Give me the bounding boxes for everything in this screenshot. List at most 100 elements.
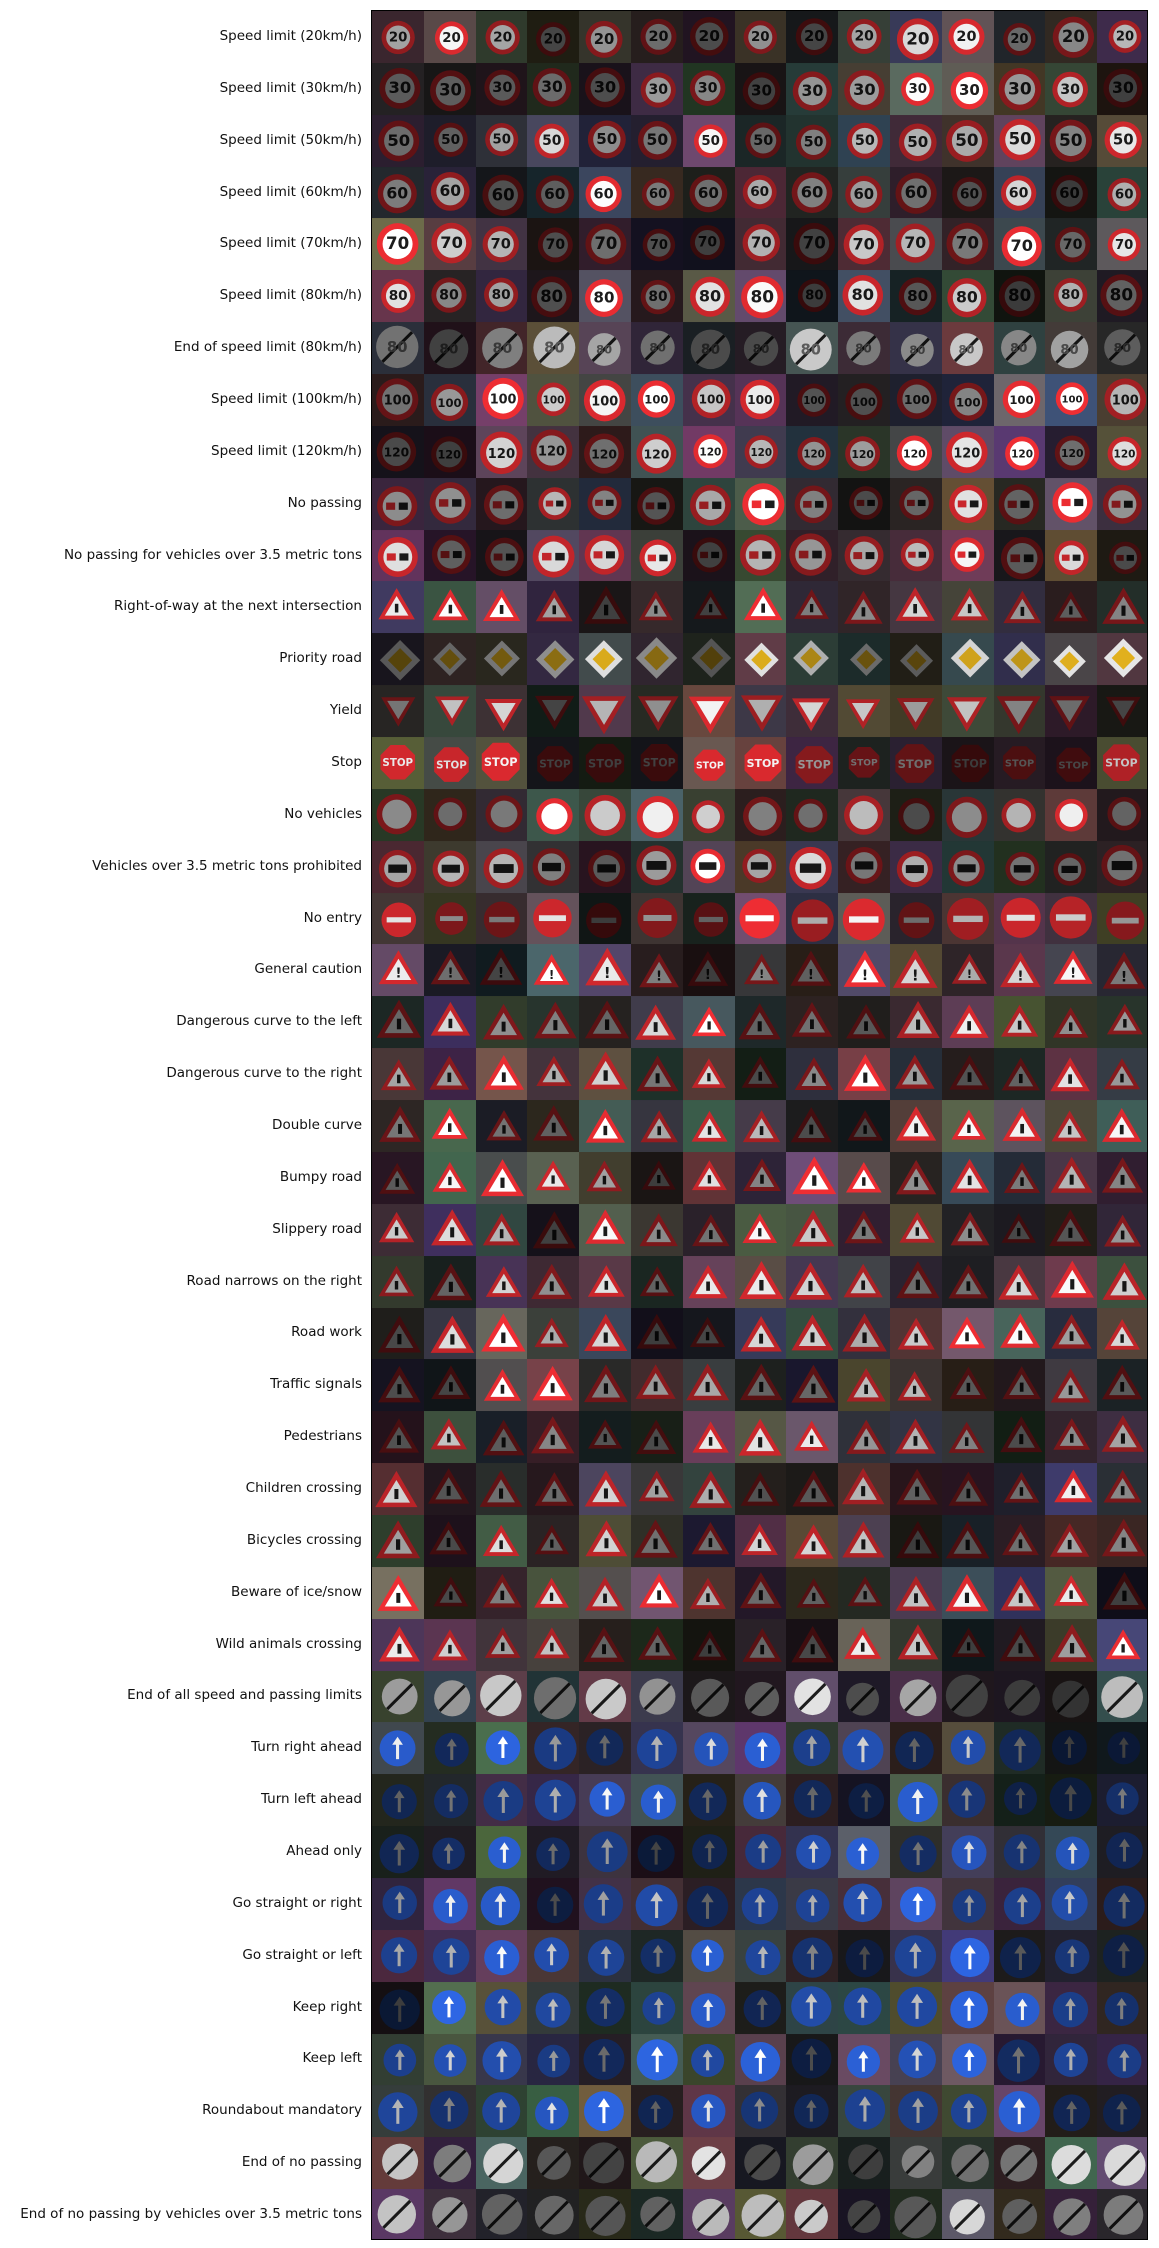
svg-text:60: 60 [1008, 185, 1028, 201]
sign-thumbnail [423, 1514, 477, 1568]
svg-text:30: 30 [959, 81, 980, 99]
sign-thumbnail [890, 1670, 943, 1724]
sign-thumbnail [993, 2033, 1047, 2087]
sign-thumbnail [423, 996, 477, 1050]
sign-thumbnail [423, 477, 477, 531]
sign-thumbnail [993, 1463, 1047, 1516]
sign-thumbnail: 20 [682, 11, 736, 64]
row-label: Speed limit (20km/h) [219, 27, 362, 44]
sign-thumbnail: 80 [941, 270, 995, 324]
sign-thumbnail: 120 [631, 425, 684, 479]
svg-text:50: 50 [1008, 129, 1031, 148]
sign-thumbnail [993, 1670, 1047, 1724]
sign-thumbnail: 30 [993, 62, 1047, 116]
sign-thumbnail [527, 840, 581, 894]
sign-thumbnail [1097, 892, 1147, 946]
sign-thumbnail [786, 1670, 840, 1724]
sign-thumbnail [941, 1100, 995, 1153]
sign-thumbnail [734, 477, 788, 531]
svg-text:50: 50 [907, 133, 928, 151]
sign-thumbnail [579, 892, 632, 946]
svg-text:!: ! [912, 967, 919, 985]
sign-thumbnail [890, 685, 943, 738]
row-label: Stop [331, 753, 362, 770]
svg-text:100: 100 [384, 394, 411, 409]
sign-thumbnail [838, 1670, 891, 1724]
sign-thumbnail [372, 1463, 425, 1516]
sign-thumbnail: STOP [423, 737, 477, 790]
svg-text:120: 120 [384, 445, 410, 459]
sign-thumbnail [941, 892, 995, 946]
sign-thumbnail [786, 2189, 840, 2239]
svg-text:120: 120 [591, 446, 617, 461]
svg-text:60: 60 [491, 185, 514, 204]
sign-thumbnail [838, 1826, 891, 1879]
sign-thumbnail [734, 1981, 788, 2035]
sign-thumbnail: ! [1097, 944, 1147, 998]
sign-thumbnail: ! [786, 944, 840, 998]
sign-thumbnail [579, 1463, 632, 1516]
sign-thumbnail [993, 2085, 1047, 2139]
sign-thumbnail [838, 1514, 891, 1568]
svg-text:30: 30 [492, 80, 512, 96]
row-label: End of speed limit (80km/h) [173, 339, 362, 356]
svg-text:80: 80 [907, 287, 928, 305]
sign-thumbnail [941, 1411, 995, 1465]
svg-text:30: 30 [594, 77, 616, 96]
svg-text:STOP: STOP [1105, 757, 1138, 770]
sign-thumbnail [734, 1566, 788, 1620]
sign-thumbnail: 80 [423, 322, 477, 375]
sign-thumbnail [682, 633, 736, 687]
sign-thumbnail [993, 996, 1047, 1050]
svg-text:20: 20 [493, 29, 512, 45]
sign-thumbnail [993, 1929, 1047, 1983]
sign-thumbnail: 20 [941, 11, 995, 64]
sign-thumbnail: 80 [786, 322, 840, 375]
sign-thumbnail [941, 1981, 995, 2035]
sign-thumbnail [1097, 1981, 1147, 2035]
sign-thumbnail [372, 1514, 425, 1568]
sign-thumbnail [372, 1307, 425, 1361]
sign-thumbnail [631, 1722, 684, 1776]
sign-thumbnail [423, 633, 477, 687]
sign-thumbnail [1097, 477, 1147, 531]
sign-thumbnail [682, 892, 736, 946]
sign-thumbnail [475, 2033, 529, 2087]
sign-thumbnail [682, 2033, 736, 2087]
sign-thumbnail: 70 [579, 218, 632, 272]
sign-thumbnail [372, 1929, 425, 1983]
sign-thumbnail [734, 1514, 788, 1568]
sign-thumbnail [423, 2085, 477, 2139]
sign-thumbnail [423, 1411, 477, 1465]
sign-thumbnail [372, 1722, 425, 1776]
svg-text:!: ! [1070, 967, 1076, 982]
svg-text:70: 70 [1115, 238, 1133, 253]
sign-thumbnail [734, 1359, 788, 1413]
sign-thumbnail: 30 [372, 62, 425, 116]
sign-thumbnail [890, 1618, 943, 1672]
sign-thumbnail [1097, 996, 1147, 1050]
sign-thumbnail: 120 [941, 425, 995, 479]
svg-text:120: 120 [538, 444, 565, 459]
sign-thumbnail: 80 [838, 322, 891, 375]
svg-text:100: 100 [1062, 395, 1083, 406]
sign-thumbnail [475, 1307, 529, 1361]
sign-thumbnail [734, 1100, 788, 1153]
sign-thumbnail [941, 1359, 995, 1413]
sign-thumbnail [579, 2137, 632, 2191]
sign-thumbnail [372, 1981, 425, 2035]
sign-thumbnail [631, 892, 684, 946]
sign-thumbnail [372, 581, 425, 635]
sign-thumbnail [682, 1929, 736, 1983]
sign-thumbnail [423, 1566, 477, 1620]
svg-text:20: 20 [751, 30, 770, 45]
sign-thumbnail: 70 [890, 218, 943, 272]
sign-thumbnail [579, 2085, 632, 2139]
svg-text:100: 100 [1112, 393, 1139, 408]
svg-text:80: 80 [541, 287, 564, 306]
sign-thumbnail [579, 633, 632, 687]
sign-thumbnail [631, 1255, 684, 1309]
sign-thumbnail [475, 788, 529, 842]
row-label: Speed limit (60km/h) [219, 183, 362, 200]
